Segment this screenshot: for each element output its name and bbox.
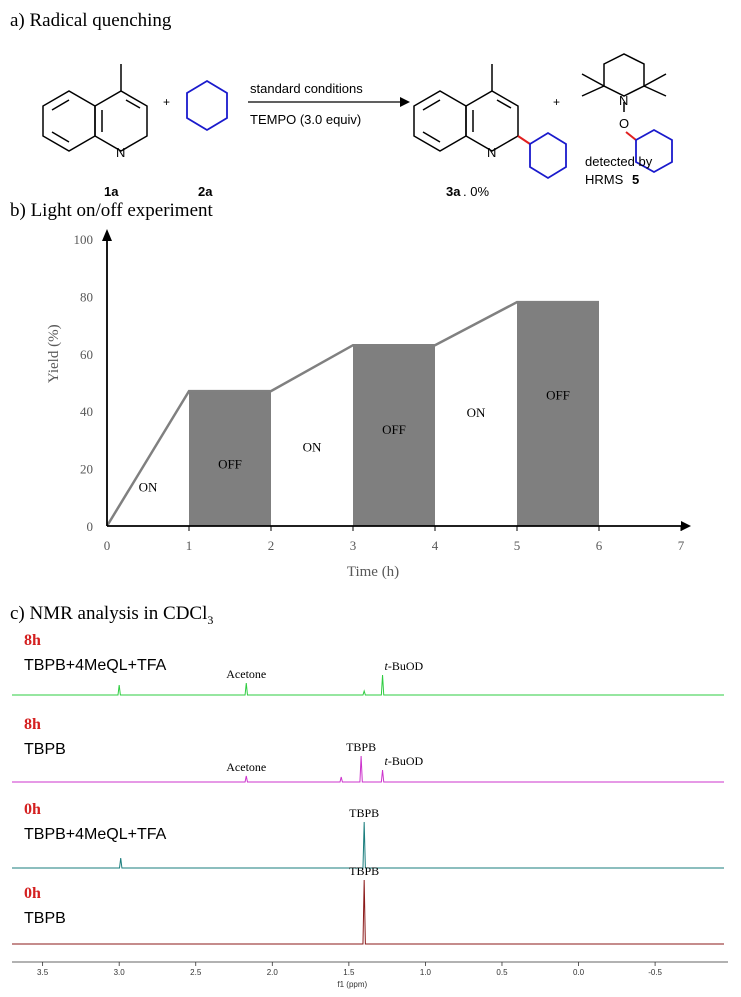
- x-tick-label-5: 5: [514, 538, 521, 553]
- off-period-bar-1: [189, 391, 271, 526]
- product-nitrogen: N: [487, 145, 496, 160]
- adduct-cyclohexyl: [635, 128, 673, 174]
- peak-annotation-0-0: Acetone: [226, 667, 266, 681]
- peak-annotation-1-0: Acetone: [226, 760, 266, 774]
- x-tick-label-2: 2: [268, 538, 275, 553]
- spectrum-name-1: TBPB: [24, 741, 66, 758]
- y-axis-arrow-icon: [102, 229, 112, 241]
- section-c-title-sub: 3: [207, 612, 214, 627]
- nmr-x-axis-title: f1 (ppm): [337, 980, 367, 989]
- spectrum-name-2: TBPB+4MeQL+TFA: [24, 826, 167, 843]
- y-tick-label-2: 40: [80, 404, 93, 419]
- nmr-x-tick-label-3: 2.0: [267, 968, 279, 977]
- adduct-nitrogen: N: [619, 93, 628, 108]
- x-tick-label-1: 1: [186, 538, 193, 553]
- x-tick-label-6: 6: [596, 538, 603, 553]
- nmr-x-tick-label-0: 3.5: [37, 968, 49, 977]
- peak-annotation-2-0: TBPB: [349, 806, 379, 820]
- tempo-adduct-structure: [581, 53, 667, 112]
- adduct-label: 5: [632, 172, 639, 187]
- y-tick-label-0: 0: [87, 519, 94, 534]
- yield-line: [105, 300, 599, 527]
- peak-annotation-3-0: TBPB: [349, 864, 379, 878]
- product-structure: [413, 64, 519, 152]
- period-label-0: ON: [139, 480, 158, 495]
- new-bond: [517, 135, 531, 145]
- spectrum-line-3: [12, 879, 724, 945]
- nmr-spectra: Acetone t-BuOD Acetone TBPB t-BuOD TBPB TBPB 3…: [12, 659, 728, 989]
- nmr-x-tick-label-2: 2.5: [190, 968, 202, 977]
- plus-sign-2: +: [553, 95, 560, 109]
- x-axis-title: Time (h): [347, 564, 399, 580]
- light-onoff-chart: 0 1 2 3 4 5 6 7 0 20 40 60 80 100 ON OFF ON OFF ON OFF Tim…: [46, 229, 691, 580]
- peak-annotation-1-2: t-BuOD: [385, 754, 424, 768]
- product-cyclohexyl: [529, 131, 567, 180]
- period-label-3: OFF: [382, 422, 406, 437]
- nmr-x-tick-label-8: -0.5: [648, 968, 662, 977]
- y-tick-label-4: 80: [80, 289, 93, 304]
- arrow-bottom-text: TEMPO (3.0 equiv): [250, 112, 361, 127]
- nmr-x-tick-label-5: 1.0: [420, 968, 432, 977]
- product-label: 3a: [446, 184, 461, 196]
- period-label-4: ON: [467, 405, 486, 420]
- spectrum-line-1: [12, 755, 724, 783]
- nmr-x-tick-label-7: 0.0: [573, 968, 585, 977]
- spectrum-time-3: 0h: [24, 885, 41, 902]
- reagent-2-label: 2a: [198, 184, 213, 196]
- nmr-x-tick-label-6: 0.5: [496, 968, 508, 977]
- peak-annotation-1-1: TBPB: [346, 740, 376, 754]
- spectrum-time-0: 8h: [24, 632, 41, 649]
- spectrum-name-0: TBPB+4MeQL+TFA: [24, 657, 167, 674]
- arrow-head-icon: [400, 97, 410, 107]
- arrow-top-text: standard conditions: [250, 81, 363, 96]
- spectrum-line-2: [12, 821, 724, 869]
- spectrum-time-2: 0h: [24, 801, 41, 818]
- x-tick-label-7: 7: [678, 538, 685, 553]
- y-tick-label-3: 60: [80, 347, 93, 362]
- x-tick-label-0: 0: [104, 538, 111, 553]
- adduct-note-line2: HRMS: [585, 172, 624, 187]
- quinoline-structure: [42, 64, 148, 152]
- section-b-title: b) Light on/off experiment: [10, 200, 213, 221]
- adduct-note-line1: detected by: [585, 154, 653, 169]
- reagent-1-label: 1a: [104, 184, 119, 196]
- section-c-title: c) NMR analysis in CDCl3: [10, 603, 213, 628]
- section-a-title: a) Radical quenching: [10, 10, 172, 31]
- quinoline-nitrogen: N: [116, 145, 125, 160]
- off-period-bar-5: [517, 302, 599, 526]
- x-tick-label-4: 4: [432, 538, 439, 553]
- y-tick-label-5: 100: [74, 232, 94, 247]
- period-label-2: ON: [303, 439, 322, 454]
- x-tick-label-3: 3: [350, 538, 357, 553]
- spectrum-time-1: 8h: [24, 716, 41, 733]
- period-label-1: OFF: [218, 457, 242, 472]
- product-yield: , 0%: [463, 184, 489, 196]
- nmr-x-tick-label-4: 1.5: [343, 968, 355, 977]
- cyclohexane-structure: [186, 79, 228, 132]
- x-axis-arrow-icon: [681, 521, 691, 531]
- adduct-bond: [625, 131, 637, 141]
- off-period-bar-3: [353, 345, 435, 526]
- adduct-oxygen: O: [619, 116, 629, 131]
- nmr-x-tick-label-1: 3.0: [114, 968, 126, 977]
- plus-sign-1: +: [163, 95, 170, 109]
- spectrum-name-3: TBPB: [24, 910, 66, 927]
- period-label-5: OFF: [546, 388, 570, 403]
- spectrum-line-0: [12, 674, 724, 696]
- y-tick-label-1: 20: [80, 462, 93, 477]
- reaction-scheme: N 1a + 2a standard conditions TEMPO (3.0…: [42, 53, 673, 196]
- y-axis-title: Yield (%): [46, 324, 62, 383]
- peak-annotation-0-1: t-BuOD: [385, 659, 424, 673]
- section-c-title-main: c) NMR analysis in CDCl: [10, 603, 208, 624]
